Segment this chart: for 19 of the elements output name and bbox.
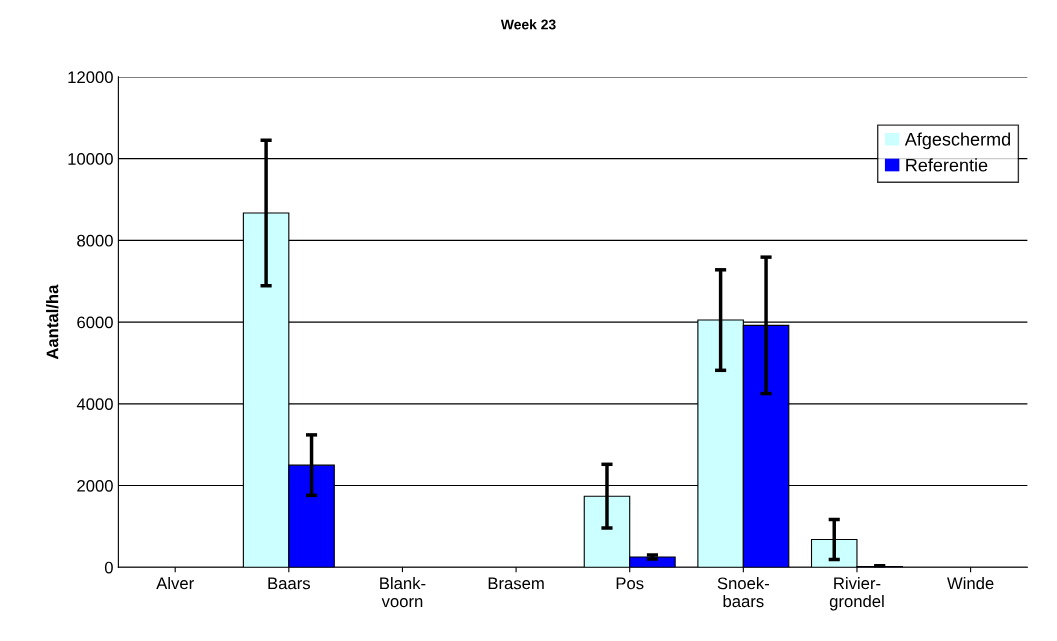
x-tick-label: Rivier- grondel xyxy=(829,577,884,611)
y-tick-label: 10000 xyxy=(68,153,113,165)
legend-label: Referentie xyxy=(906,158,988,172)
x-tick-label: Pos xyxy=(616,577,644,590)
y-tick-label: 2000 xyxy=(77,479,113,492)
x-tick-label: Winde xyxy=(947,577,994,590)
chart-title: Week 23 xyxy=(500,19,556,30)
y-tick-label: 8000 xyxy=(77,234,113,247)
y-tick-label: 4000 xyxy=(76,398,113,411)
x-tick-label: Alver xyxy=(156,577,194,590)
y-tick-label: 0 xyxy=(104,561,113,574)
legend-label: Afgeschermd xyxy=(904,132,1010,150)
y-tick-label: 6000 xyxy=(77,316,113,329)
x-tick-label: Baars xyxy=(268,577,310,590)
x-tick-label: Brasem xyxy=(488,577,544,590)
x-tick-label: Snoek- baars xyxy=(717,577,769,608)
x-tick-label: Blank- voorn xyxy=(380,577,426,608)
y-axis-title: Aantal/ha xyxy=(46,284,59,360)
y-tick-label: 12000 xyxy=(68,71,113,84)
